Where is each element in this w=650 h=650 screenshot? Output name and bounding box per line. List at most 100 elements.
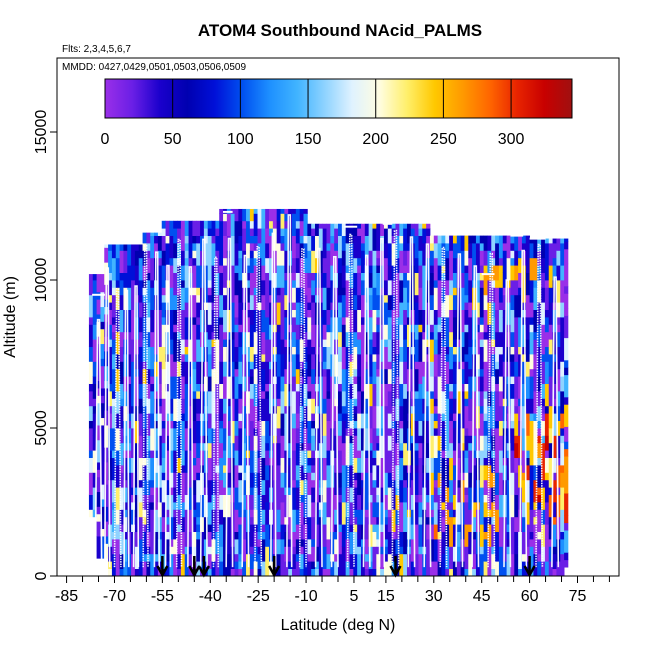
heatmap-cell bbox=[560, 487, 565, 510]
heatmap-cell bbox=[276, 539, 281, 555]
heatmap-cell bbox=[272, 208, 278, 229]
heatmap-cell bbox=[422, 265, 427, 288]
heatmap-cell bbox=[529, 257, 534, 281]
heatmap-cell bbox=[548, 302, 553, 325]
heatmap-cell bbox=[483, 561, 488, 576]
heatmap-cell bbox=[326, 420, 331, 444]
heatmap-cell bbox=[460, 250, 465, 273]
heatmap-cell bbox=[299, 494, 304, 503]
heatmap-cell bbox=[456, 546, 462, 562]
heatmap-cell bbox=[257, 420, 262, 429]
heatmap-cell bbox=[345, 346, 350, 370]
heatmap-cell bbox=[226, 420, 232, 436]
heatmap-cell bbox=[449, 309, 454, 333]
heatmap-cell bbox=[280, 524, 285, 540]
heatmap-cell bbox=[357, 265, 362, 273]
heatmap-cell bbox=[295, 428, 301, 444]
heatmap-cell bbox=[92, 405, 97, 414]
heatmap-cell bbox=[460, 561, 465, 576]
heatmap-cell bbox=[261, 368, 266, 384]
heatmap-cell bbox=[487, 487, 492, 495]
heatmap-cell bbox=[261, 383, 266, 392]
heatmap-cell bbox=[177, 294, 182, 310]
heatmap-cell bbox=[506, 531, 511, 540]
heatmap-cell bbox=[161, 324, 166, 347]
heatmap-cell bbox=[330, 243, 335, 266]
heatmap-cell bbox=[529, 317, 534, 325]
heatmap-cell bbox=[257, 302, 262, 310]
heatmap-cell bbox=[165, 450, 170, 473]
heatmap-cell bbox=[123, 442, 128, 451]
heatmap-cell bbox=[265, 339, 270, 362]
heatmap-cell bbox=[207, 531, 212, 547]
heatmap-cell bbox=[541, 257, 546, 273]
colorbar-gradient bbox=[104, 78, 573, 119]
heatmap-cell bbox=[322, 257, 327, 266]
heatmap-cell bbox=[238, 420, 243, 429]
heatmap-cell bbox=[180, 339, 186, 355]
heatmap-cell bbox=[173, 294, 178, 310]
heatmap-cell bbox=[108, 309, 113, 325]
heatmap-cell bbox=[154, 509, 159, 532]
heatmap-cell bbox=[395, 272, 400, 296]
heatmap-cell bbox=[211, 331, 216, 340]
heatmap-cell bbox=[479, 235, 485, 244]
heatmap-cell bbox=[184, 553, 189, 576]
heatmap-cell bbox=[387, 361, 393, 370]
heatmap-cell bbox=[192, 442, 197, 458]
heatmap-cell bbox=[219, 346, 224, 362]
heatmap-cell bbox=[357, 472, 362, 495]
heatmap-cell bbox=[483, 420, 488, 436]
heatmap-cell bbox=[123, 250, 128, 273]
heatmap-cell bbox=[376, 502, 381, 518]
heatmap-cell bbox=[173, 428, 178, 451]
heatmap-cell bbox=[426, 420, 431, 444]
heatmap-cell bbox=[395, 553, 400, 576]
heatmap-cell bbox=[372, 228, 377, 251]
heatmap-cell bbox=[414, 361, 419, 370]
heatmap-cell bbox=[391, 546, 396, 562]
heatmap-cell bbox=[276, 376, 281, 399]
heatmap-cell bbox=[472, 553, 477, 569]
heatmap-cell bbox=[234, 243, 239, 266]
heatmap-cell bbox=[173, 420, 178, 429]
heatmap-cell bbox=[495, 509, 500, 532]
heatmap-cell bbox=[426, 457, 431, 473]
heatmap-cell bbox=[261, 228, 266, 244]
heatmap-cell bbox=[146, 494, 151, 503]
heatmap-cell bbox=[345, 265, 350, 273]
heatmap-cell bbox=[142, 428, 147, 436]
heatmap-cell bbox=[196, 317, 201, 325]
heatmap-cell bbox=[276, 553, 281, 576]
heatmap-cell bbox=[357, 413, 362, 429]
heatmap-cell bbox=[292, 235, 297, 244]
heatmap-cell bbox=[472, 243, 477, 266]
heatmap-cell bbox=[518, 272, 523, 288]
heatmap-cell bbox=[518, 398, 523, 407]
heatmap-cell bbox=[184, 383, 189, 407]
heatmap-cell bbox=[223, 339, 228, 347]
heatmap-cell bbox=[525, 294, 530, 318]
heatmap-cell bbox=[184, 265, 189, 288]
heatmap-cell bbox=[395, 324, 400, 340]
heatmap-cell bbox=[445, 235, 450, 244]
heatmap-cell bbox=[452, 524, 458, 547]
heatmap-cell bbox=[372, 383, 377, 407]
heatmap-cell bbox=[414, 524, 419, 532]
heatmap-cell bbox=[338, 294, 343, 303]
heatmap-cell bbox=[334, 531, 339, 540]
heatmap-cell bbox=[529, 331, 534, 355]
heatmap-cell bbox=[192, 479, 197, 495]
heatmap-cell bbox=[292, 280, 297, 288]
heatmap-cell bbox=[326, 391, 331, 399]
heatmap-cell bbox=[234, 561, 239, 569]
heatmap-cell bbox=[234, 465, 239, 488]
heatmap-cell bbox=[479, 413, 485, 436]
heatmap-cell bbox=[414, 450, 419, 466]
heatmap-cell bbox=[395, 339, 400, 355]
heatmap-cell bbox=[138, 524, 143, 540]
heatmap-cell bbox=[165, 354, 170, 362]
heatmap-cell bbox=[452, 516, 458, 525]
heatmap-cell bbox=[383, 509, 389, 518]
heatmap-cell bbox=[349, 383, 354, 399]
